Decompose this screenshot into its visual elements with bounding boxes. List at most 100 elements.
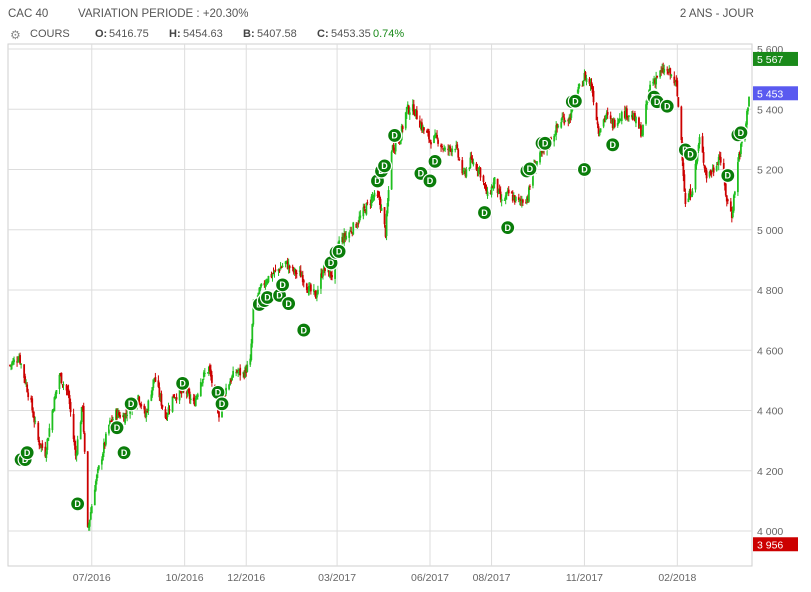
candle-body: [524, 202, 527, 204]
candle-body: [513, 195, 516, 203]
candle-body: [748, 96, 750, 107]
dividend-marker: [296, 322, 312, 338]
candle-body: [677, 97, 680, 107]
candle-body: [561, 116, 564, 120]
candle-body: [470, 156, 473, 159]
settings-gear-icon[interactable]: ⚙: [10, 28, 21, 42]
candle-body: [126, 414, 129, 416]
y-tick-label: 5 000: [757, 225, 783, 237]
candle-body: [180, 390, 183, 394]
candle-body: [504, 195, 507, 200]
candle-body: [493, 177, 496, 185]
candle-body: [19, 355, 21, 364]
candle-body: [302, 280, 305, 283]
candle-body: [464, 171, 467, 176]
candle-body: [660, 70, 663, 72]
candle-body: [687, 198, 690, 202]
candle-body: [746, 110, 748, 125]
x-tick-label: 07/2016: [73, 572, 111, 584]
timeframe-selector[interactable]: 2 ANS - JOUR: [679, 8, 754, 20]
candle-body: [316, 295, 318, 298]
candle-body: [117, 411, 119, 419]
candle-body: [265, 282, 268, 284]
dividend-marker-label: D: [664, 101, 671, 111]
candle-body: [433, 135, 435, 144]
candle-body: [324, 267, 326, 272]
candle-body: [232, 371, 235, 378]
candle-body: [702, 152, 705, 163]
candle-body: [616, 122, 619, 126]
candle-body: [525, 197, 528, 202]
candle-body: [399, 140, 402, 145]
candle-body: [680, 106, 683, 141]
candle-body: [673, 76, 676, 84]
candle-body: [350, 231, 353, 233]
candle-body: [541, 150, 543, 153]
candle-body: [321, 272, 323, 277]
candle-body: [10, 364, 12, 366]
candle-body: [630, 114, 633, 118]
candle-body: [90, 506, 93, 514]
candle-body: [246, 364, 249, 372]
candle-body: [442, 148, 445, 150]
candle-body: [53, 397, 56, 412]
dividend-marker-label: D: [725, 171, 732, 181]
candle-body: [428, 131, 430, 140]
candle-body: [521, 199, 524, 203]
candle-body: [729, 201, 732, 212]
candle-body: [174, 397, 177, 399]
candle-body: [456, 144, 459, 149]
candle-body: [716, 164, 719, 166]
candle-body: [201, 379, 204, 384]
candle-body: [676, 80, 679, 97]
candle-body: [151, 387, 154, 396]
candle-body: [620, 111, 623, 122]
candle-body: [228, 384, 230, 390]
candle-body: [329, 270, 331, 278]
candle-body: [458, 159, 461, 161]
candle-body: [229, 381, 231, 386]
candle-body: [270, 274, 273, 278]
candle-body: [238, 369, 241, 372]
last-price-tag: [753, 86, 798, 101]
candle-body: [145, 410, 148, 418]
candle-body: [514, 196, 517, 202]
candle-body: [358, 216, 361, 223]
candle-body: [345, 235, 348, 240]
candle-body: [489, 192, 492, 194]
candle-body: [97, 465, 100, 470]
dividend-marker: [387, 127, 403, 144]
candle-body: [529, 186, 531, 188]
candle-body: [52, 409, 55, 412]
candle-body: [701, 136, 704, 153]
candle-body: [510, 192, 513, 194]
candle-body: [373, 192, 376, 197]
candle-body: [670, 74, 673, 76]
candle-body: [158, 387, 161, 398]
x-tick-label: 12/2016: [227, 572, 265, 584]
candle-body: [479, 167, 482, 178]
candle-body: [208, 365, 211, 371]
candle-body: [655, 77, 658, 85]
series-label[interactable]: COURS: [30, 28, 70, 40]
candle-body: [139, 403, 142, 406]
candle-body: [194, 397, 197, 406]
candle-body: [392, 144, 395, 151]
candle-body: [682, 162, 685, 177]
candle-body: [185, 392, 188, 394]
candle-body: [712, 167, 715, 173]
candle-body: [408, 112, 411, 115]
candle-body: [173, 397, 176, 399]
candle-body: [147, 400, 150, 412]
candle-body: [422, 126, 424, 132]
dividend-marker: [522, 161, 538, 177]
candle-body: [486, 191, 489, 197]
candle-body: [291, 266, 294, 268]
dividend-marker: [274, 277, 291, 293]
candle-body: [16, 361, 18, 363]
candle-body: [112, 419, 114, 421]
candle-body: [384, 225, 387, 237]
dividend-marker-label: D: [276, 291, 283, 301]
candle-body: [94, 481, 97, 491]
